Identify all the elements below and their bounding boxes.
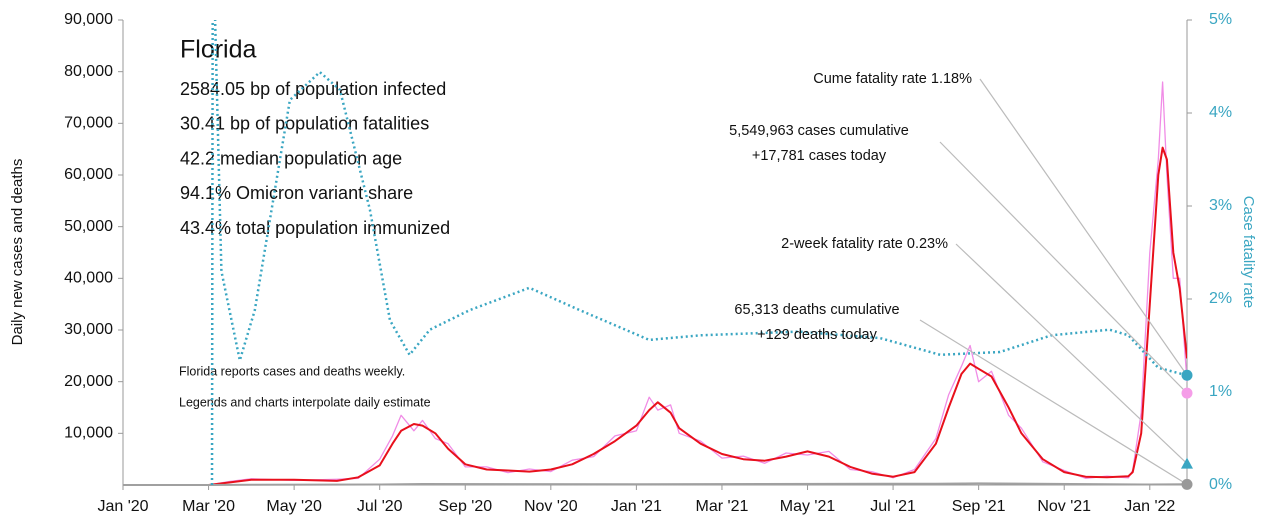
annotation: 5,549,963 cases cumulative: [729, 123, 909, 139]
y-tick-label: 60,000: [64, 166, 113, 183]
info-line: 2584.05 bp of population infected: [180, 79, 446, 99]
series-line: [123, 81, 1187, 486]
x-tick-label: Sep '20: [438, 498, 492, 515]
x-tick-label: May '20: [266, 498, 322, 515]
annotation: +17,781 cases today: [752, 148, 887, 164]
info-line: 30.41 bp of population fatalities: [180, 114, 429, 134]
y-tick-label: 80,000: [64, 63, 113, 80]
info-line: 94.1% Omicron variant share: [180, 183, 413, 203]
series-line: [123, 146, 1187, 486]
annotation: 2-week fatality rate 0.23%: [781, 236, 948, 252]
y2-tick-label: 0%: [1209, 476, 1232, 493]
leader-line: [955, 243, 1188, 465]
x-tick-label: Jan '20: [97, 498, 148, 515]
y2-tick-label: 2%: [1209, 290, 1232, 307]
note: Legends and charts interpolate daily est…: [179, 395, 431, 409]
x-tick-label: Sep '21: [952, 498, 1006, 515]
x-tick-label: Jan '22: [1124, 498, 1175, 515]
y-tick-label: 90,000: [64, 11, 113, 28]
y-axis-label: Daily new cases and deaths: [9, 159, 26, 346]
x-tick-label: Mar '20: [182, 498, 235, 515]
annotation: Cume fatality rate 1.18%: [813, 71, 972, 87]
info-title: Florida: [180, 36, 257, 64]
x-tick-label: Nov '21: [1037, 498, 1091, 515]
marker: [1181, 457, 1193, 469]
x-tick-label: Nov '20: [524, 498, 578, 515]
x-tick-label: Mar '21: [696, 498, 749, 515]
y-tick-label: 40,000: [64, 270, 113, 287]
annotation: +129 deaths today: [757, 327, 877, 343]
leader-line: [939, 141, 1188, 394]
annotation: 65,313 deaths cumulative: [734, 302, 899, 318]
y-tick-label: 10,000: [64, 425, 113, 442]
y-tick-label: 70,000: [64, 115, 113, 132]
x-tick-label: Jan '21: [611, 498, 662, 515]
y-tick-label: 20,000: [64, 373, 113, 390]
y2-axis-label: Case fatality rate: [1240, 196, 1257, 309]
info-line: 42.2 median population age: [180, 148, 402, 168]
y2-tick-label: 4%: [1209, 104, 1232, 121]
info-line: 43.4% total population immunized: [180, 218, 450, 238]
x-tick-label: May '21: [780, 498, 836, 515]
marker: [1181, 369, 1193, 381]
y-tick-label: 30,000: [64, 321, 113, 338]
note: Florida reports cases and deaths weekly.: [179, 364, 405, 378]
y2-tick-label: 1%: [1209, 383, 1232, 400]
marker: [1181, 387, 1193, 399]
y2-tick-label: 3%: [1209, 197, 1232, 214]
leader-line: [979, 78, 1188, 376]
y-tick-label: 50,000: [64, 218, 113, 235]
plot-area: [123, 20, 1187, 486]
x-tick-label: Jul '21: [870, 498, 916, 515]
series-line: [210, 20, 1187, 486]
leader-line: [919, 319, 1188, 485]
x-tick-label: Jul '20: [357, 498, 403, 515]
y2-tick-label: 5%: [1209, 11, 1232, 28]
marker: [1181, 478, 1193, 490]
series-line: [123, 482, 1187, 486]
